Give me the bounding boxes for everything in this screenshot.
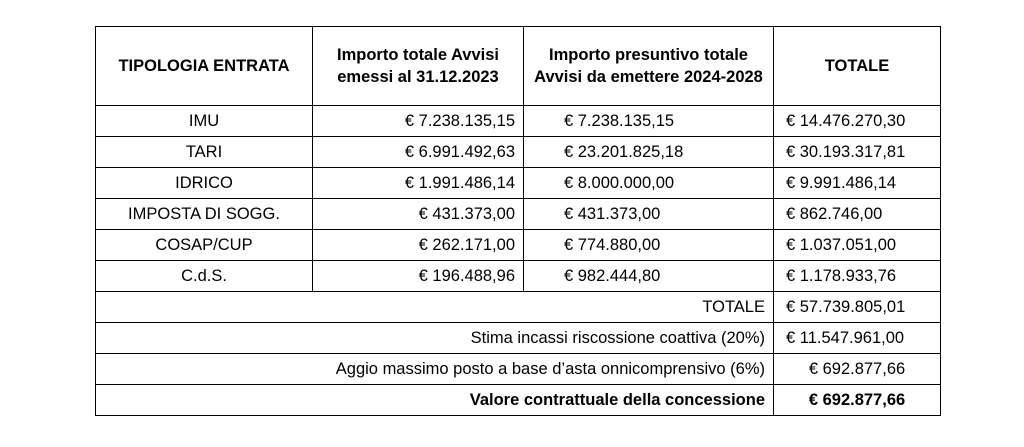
cell-da-emettere: € 774.880,00 [523,229,774,261]
table-row: IMPOSTA DI SOGG. € 431.373,00 € 431.373,… [95,198,941,230]
cell-emessi: € 196.488,96 [312,260,524,292]
header-importo-da-emettere: Importo presuntivo totale Avvisi da emet… [523,26,774,106]
summary-valore-value: € 692.877,66 [773,384,941,416]
cell-tipologia: TARI [95,136,313,168]
cell-totale: € 14.476.270,30 [773,105,941,137]
cell-emessi: € 262.171,00 [312,229,524,261]
summary-row-stima: Stima incassi riscossione coattiva (20%)… [95,322,941,354]
cell-da-emettere: € 8.000.000,00 [523,167,774,199]
header-importo-emessi: Importo totale Avvisi emessi al 31.12.20… [312,26,524,106]
table-row: C.d.S. € 196.488,96 € 982.444,80 € 1.178… [95,260,941,292]
summary-stima-value: € 11.547.961,00 [773,322,941,354]
cell-totale: € 9.991.486,14 [773,167,941,199]
cell-tipologia: IDRICO [95,167,313,199]
header-totale: TOTALE [773,26,941,106]
cell-tipologia: C.d.S. [95,260,313,292]
cell-totale: € 1.037.051,00 [773,229,941,261]
cell-tipologia: IMU [95,105,313,137]
cell-tipologia: COSAP/CUP [95,229,313,261]
cell-totale: € 1.178.933,76 [773,260,941,292]
cell-totale: € 30.193.317,81 [773,136,941,168]
header-tipologia-entrata: TIPOLOGIA ENTRATA [95,26,313,106]
summary-row-totale: TOTALE € 57.739.805,01 [95,291,941,323]
cell-emessi: € 431.373,00 [312,198,524,230]
summary-aggio-value: € 692.877,66 [773,353,941,385]
cell-emessi: € 6.991.492,63 [312,136,524,168]
table-row: IMU € 7.238.135,15 € 7.238.135,15 € 14.4… [95,105,941,137]
cell-da-emettere: € 23.201.825,18 [523,136,774,168]
cell-tipologia: IMPOSTA DI SOGG. [95,198,313,230]
summary-totale-value: € 57.739.805,01 [773,291,941,323]
summary-aggio-label: Aggio massimo posto a base d’asta onnico… [95,353,774,385]
table-row: COSAP/CUP € 262.171,00 € 774.880,00 € 1.… [95,229,941,261]
concession-value-table: TIPOLOGIA ENTRATA Importo totale Avvisi … [95,26,941,416]
summary-row-aggio: Aggio massimo posto a base d’asta onnico… [95,353,941,385]
cell-da-emettere: € 7.238.135,15 [523,105,774,137]
summary-stima-label: Stima incassi riscossione coattiva (20%) [95,322,774,354]
summary-totale-label: TOTALE [95,291,774,323]
cell-emessi: € 7.238.135,15 [312,105,524,137]
cell-emessi: € 1.991.486,14 [312,167,524,199]
summary-valore-label: Valore contrattuale della concessione [95,384,774,416]
table-row: TARI € 6.991.492,63 € 23.201.825,18 € 30… [95,136,941,168]
table-row: IDRICO € 1.991.486,14 € 8.000.000,00 € 9… [95,167,941,199]
cell-da-emettere: € 982.444,80 [523,260,774,292]
summary-row-valore: Valore contrattuale della concessione € … [95,384,941,416]
cell-totale: € 862.746,00 [773,198,941,230]
table-header-row: TIPOLOGIA ENTRATA Importo totale Avvisi … [95,26,941,106]
cell-da-emettere: € 431.373,00 [523,198,774,230]
